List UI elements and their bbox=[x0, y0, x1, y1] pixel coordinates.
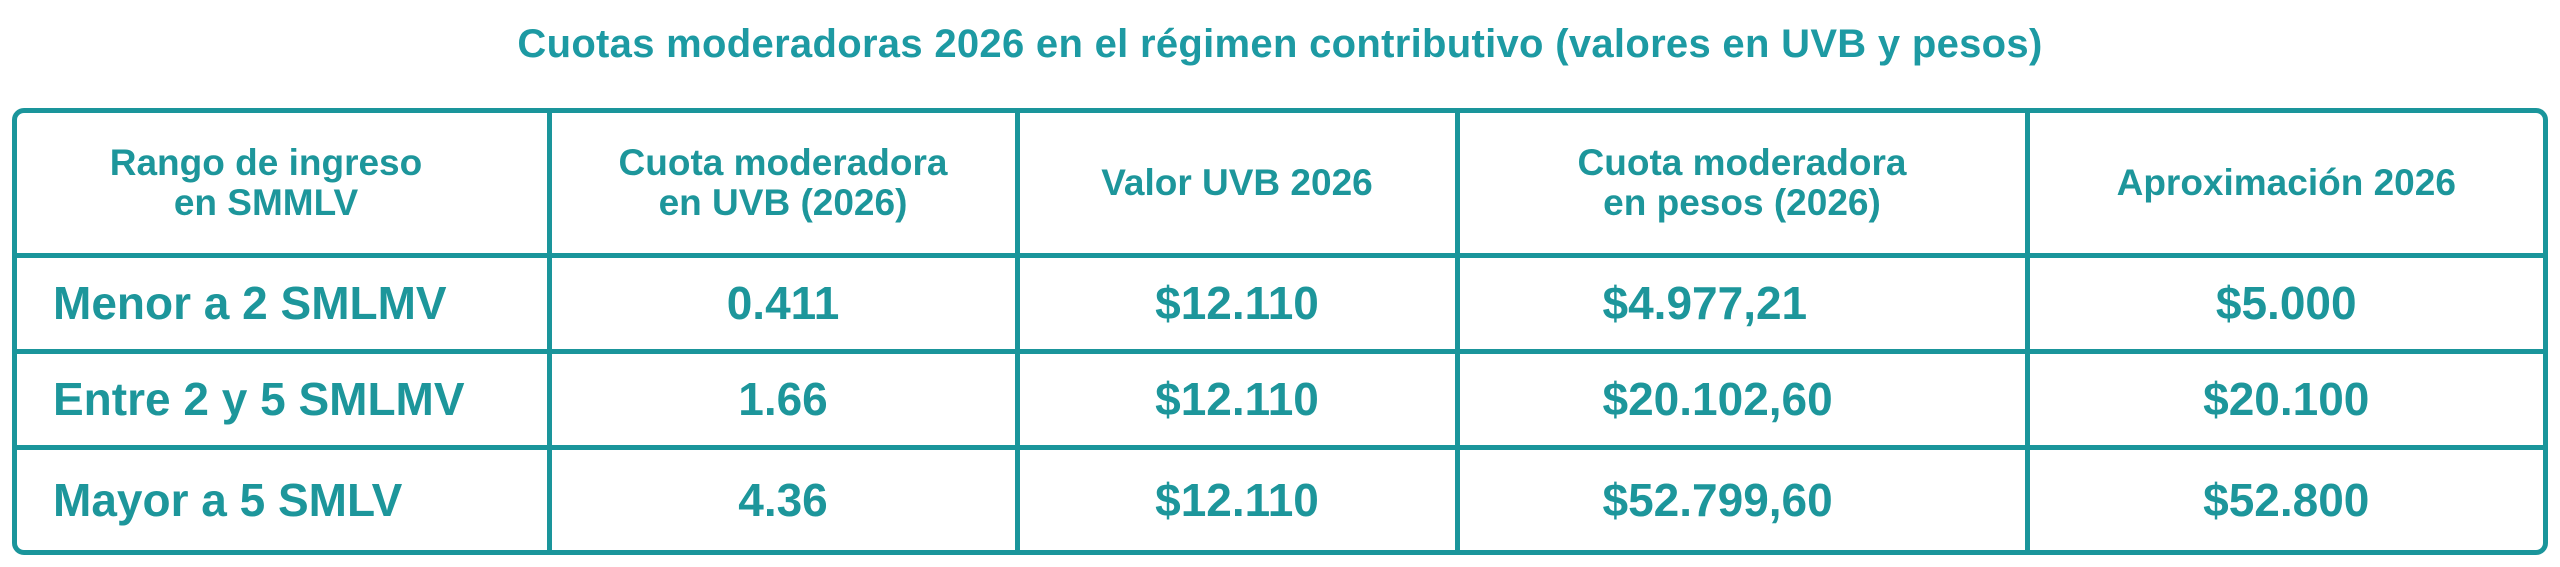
header-income-range-line2: en SMMLV bbox=[173, 181, 359, 223]
header-income-range: Rango de ingreso en SMMLV bbox=[17, 113, 552, 258]
cell-approximation: $20.100 bbox=[2024, 348, 2543, 450]
page-title: Cuotas moderadoras 2026 en el régimen co… bbox=[517, 22, 2043, 66]
cell-uvb-value: $12.110 bbox=[1014, 444, 1460, 550]
cell-fee-pesos: $52.799,60 bbox=[1454, 444, 2030, 550]
cell-income-range: Entre 2 y 5 SMLMV bbox=[17, 348, 552, 450]
header-fee-uvb: Cuota moderadora en UVB (2026) bbox=[546, 113, 1020, 258]
fees-table-grid: Rango de ingreso en SMMLV Cuota moderado… bbox=[17, 113, 2543, 550]
header-approximation-line1: Aproximación 2026 bbox=[2116, 161, 2456, 203]
header-uvb-value-line1: Valor UVB 2026 bbox=[1101, 161, 1373, 203]
cell-uvb-value: $12.110 bbox=[1014, 348, 1460, 450]
fees-table: Rango de ingreso en SMMLV Cuota moderado… bbox=[12, 108, 2548, 555]
table-row: Entre 2 y 5 SMLMV 1.66 $12.110 $20.102,6… bbox=[17, 348, 2543, 450]
header-approximation: Aproximación 2026 bbox=[2024, 113, 2543, 258]
header-fee-pesos-line2: en pesos (2026) bbox=[1603, 181, 1881, 223]
cell-fee-uvb: 4.36 bbox=[546, 444, 1020, 550]
header-fee-pesos: Cuota moderadora en pesos (2026) bbox=[1454, 113, 2030, 258]
header-fee-uvb-line2: en UVB (2026) bbox=[658, 181, 908, 223]
cell-approximation: $52.800 bbox=[2024, 444, 2543, 550]
header-income-range-line1: Rango de ingreso bbox=[109, 141, 423, 183]
table-header-row: Rango de ingreso en SMMLV Cuota moderado… bbox=[17, 113, 2543, 258]
cell-approximation: $5.000 bbox=[2024, 252, 2543, 354]
cell-fee-uvb: 1.66 bbox=[546, 348, 1020, 450]
cell-income-range: Mayor a 5 SMLV bbox=[17, 444, 552, 550]
cell-income-range: Menor a 2 SMLMV bbox=[17, 252, 552, 354]
header-fee-pesos-line1: Cuota moderadora bbox=[1577, 141, 1907, 183]
table-row: Mayor a 5 SMLV 4.36 $12.110 $52.799,60 $… bbox=[17, 444, 2543, 550]
cell-fee-uvb: 0.411 bbox=[546, 252, 1020, 354]
header-fee-uvb-line1: Cuota moderadora bbox=[618, 141, 948, 183]
table-row: Menor a 2 SMLMV 0.411 $12.110 $4.977,21 … bbox=[17, 252, 2543, 354]
cell-fee-pesos: $20.102,60 bbox=[1454, 348, 2030, 450]
header-uvb-value: Valor UVB 2026 bbox=[1014, 113, 1460, 258]
cell-fee-pesos: $4.977,21 bbox=[1454, 252, 2030, 354]
cell-uvb-value: $12.110 bbox=[1014, 252, 1460, 354]
